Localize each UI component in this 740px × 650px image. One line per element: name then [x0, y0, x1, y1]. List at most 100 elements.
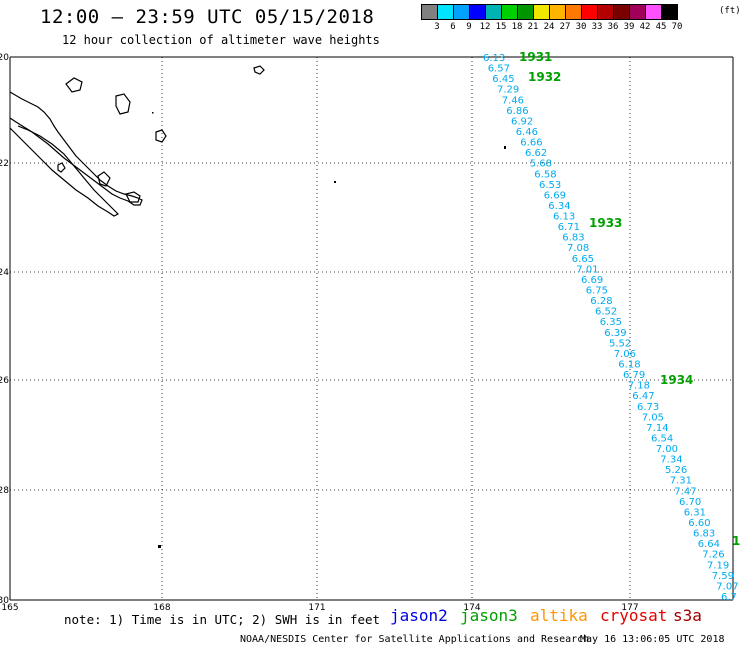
- legend-labels: 3 6 9 12 15 18 21 24 27 30 33 36 39 42 45 70: [421, 20, 682, 34]
- wave-height-value: 7.46: [502, 95, 524, 106]
- units-note: note: 1) Time is in UTC; 2) SWH is in fe…: [64, 612, 381, 627]
- wave-height-value: 6.13: [553, 212, 575, 223]
- wave-height-value: 6.39: [604, 328, 626, 339]
- legend-label: 24: [543, 22, 555, 32]
- wave-height-value: 6.34: [548, 201, 570, 212]
- legend-label: 15: [495, 22, 507, 32]
- wave-height-value: 6.28: [590, 296, 612, 307]
- satellite-jason2: jason2: [390, 606, 448, 625]
- wave-height-value: 6.66: [520, 138, 542, 149]
- wave-height-value: 6.52: [595, 307, 617, 318]
- satellite-altika: altika: [530, 606, 588, 625]
- generated-timestamp: May 16 13:06:05 UTC 2018: [580, 634, 725, 645]
- wave-height-value: 6.46: [516, 127, 538, 138]
- legend-label: 21: [527, 22, 539, 32]
- time-mark: 1: [732, 534, 740, 548]
- longitude-label: 168: [153, 603, 170, 613]
- map-frame: [9, 56, 734, 601]
- wave-height-value: 6.64: [698, 539, 720, 550]
- legend-label: 39: [623, 22, 635, 32]
- wave-height-value: 6.54: [651, 434, 673, 445]
- map-grid: [10, 57, 733, 600]
- map-title: 12:00 – 23:59 UTC 05/15/2018: [40, 6, 375, 28]
- satellite-s3a: s3a: [673, 606, 702, 625]
- wave-height-value: 6.65: [572, 254, 594, 265]
- legend-label: 33: [591, 22, 603, 32]
- legend-swatches: [421, 4, 678, 20]
- wave-height-value: 6.79: [623, 370, 645, 381]
- legend-label: 36: [607, 22, 619, 32]
- wave-height-value: 6.73: [637, 402, 659, 413]
- wave-height-value: 6.70: [679, 497, 701, 508]
- wave-height-value: 6.71: [558, 222, 580, 233]
- map-axis-labels: 165 168 171 174 177 -20 -22 -24 -26 -28 -30: [0, 53, 639, 613]
- wave-height-value: 6.57: [488, 64, 510, 75]
- wave-height-value: 6.83: [562, 233, 584, 244]
- satellite-jason3: jason3: [460, 606, 518, 625]
- wave-height-value: 6.53: [539, 180, 561, 191]
- legend-swatch: [661, 4, 678, 20]
- wave-height-value: 6.86: [506, 106, 528, 117]
- wave-height-value: 6.13: [483, 53, 505, 64]
- wave-height-value: 7.59: [712, 571, 734, 582]
- time-mark: 1933: [589, 216, 622, 230]
- wave-height-value: 7.01: [576, 264, 598, 275]
- satellite-cryosat: cryosat: [600, 606, 668, 625]
- legend-label: 30: [575, 22, 587, 32]
- wave-height-value: 6.83: [693, 529, 715, 540]
- wave-height-value: 7.29: [497, 85, 519, 96]
- latitude-label: -22: [0, 159, 9, 169]
- wave-height-value: 7.05: [642, 412, 664, 423]
- latitude-label: -30: [0, 596, 9, 606]
- credit-line: NOAA/NESDIS Center for Satellite Applica…: [240, 634, 590, 645]
- wave-height-value: 6.69: [581, 275, 603, 286]
- wave-height-value: 7.08: [567, 243, 589, 254]
- wave-height-value: 6.62: [525, 148, 547, 159]
- wave-height-value: 6.60: [688, 518, 710, 529]
- legend-label: 3: [434, 22, 440, 32]
- latitude-label: -20: [0, 53, 9, 63]
- altimeter-track: 6.136.576.457.297.466.866.926.466.666.62…: [483, 53, 739, 603]
- wave-height-value: 6.7: [721, 592, 737, 603]
- time-marks: 1931 1932 1933 1934 1: [519, 50, 740, 548]
- wave-height-value: 5.26: [665, 465, 687, 476]
- wave-height-value: 7.14: [646, 423, 668, 434]
- legend-label: 45: [655, 22, 667, 32]
- wave-height-value: 7.18: [628, 381, 650, 392]
- wave-height-value: 7.34: [660, 455, 682, 466]
- legend-label: 27: [559, 22, 571, 32]
- wave-height-value: 5.68: [530, 159, 552, 170]
- wave-height-value: 6.35: [600, 317, 622, 328]
- longitude-label: 177: [621, 603, 638, 613]
- wave-height-value: 6.45: [492, 74, 514, 85]
- wave-height-value: 6.31: [684, 508, 706, 519]
- legend-label: 70: [671, 22, 683, 32]
- wave-height-value: 6.92: [511, 116, 533, 127]
- wave-height-value: 5.52: [609, 338, 631, 349]
- latitude-label: -26: [0, 376, 9, 386]
- legend-label: 12: [479, 22, 491, 32]
- wave-height-value: 6.18: [618, 360, 640, 371]
- time-mark: 1932: [528, 70, 561, 84]
- legend-label: 42: [639, 22, 651, 32]
- legend-unit: (ft): [719, 6, 740, 16]
- wave-height-value: 7.19: [707, 560, 729, 571]
- legend-label: 6: [450, 22, 456, 32]
- wave-height-value: 7.00: [656, 444, 678, 455]
- wave-height-value: 7.31: [670, 476, 692, 487]
- wave-height-value: 6.58: [534, 169, 556, 180]
- wave-height-value: 7.26: [702, 550, 724, 561]
- longitude-label: 171: [308, 603, 325, 613]
- wave-height-value: 6.75: [586, 286, 608, 297]
- latitude-label: -24: [0, 268, 9, 278]
- wave-height-value: 7.06: [614, 349, 636, 360]
- map-subtitle: 12 hour collection of altimeter wave hei…: [62, 33, 380, 47]
- wave-height-value: 6.69: [544, 190, 566, 201]
- longitude-label: 174: [463, 603, 480, 613]
- coastline-new-caledonia: [9, 65, 265, 217]
- time-mark: 1934: [660, 373, 693, 387]
- time-mark: 1931: [519, 50, 552, 64]
- color-legend: 3 6 9 12 15 18 21 24 27 30 33 36 39 42 45 70 (ft): [421, 4, 740, 34]
- legend-label: 9: [466, 22, 472, 32]
